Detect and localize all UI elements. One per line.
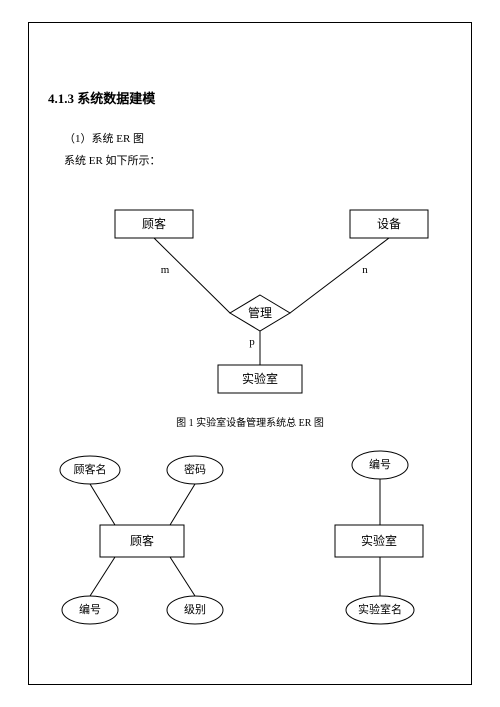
d2-edge-name <box>90 484 115 525</box>
edge-device-manage <box>290 238 389 313</box>
page-content: 4.1.3 系统数据建模 （1）系统 ER 图 系统 ER 如下所示： 顾客 设… <box>0 0 500 707</box>
node-customer-label: 顾客 <box>142 216 166 231</box>
d2-edge-level <box>170 557 195 596</box>
d2-attr-id-label: 编号 <box>79 602 101 616</box>
d2-edge-id <box>90 557 115 596</box>
d3-attr-name-label: 实验室名 <box>358 602 402 616</box>
d3-entity-label: 实验室 <box>361 533 397 548</box>
node-device-label: 设备 <box>377 217 401 231</box>
figure1-caption: 图 1 实验室设备管理系统总 ER 图 <box>0 414 500 429</box>
node-manage-label: 管理 <box>248 305 272 320</box>
d2-entity-label: 顾客 <box>130 533 154 548</box>
d2-edge-pwd <box>170 484 195 525</box>
node-lab-label: 实验室 <box>242 371 278 386</box>
edge-label-m: m <box>161 264 170 276</box>
d2-attr-name-label: 顾客名 <box>74 462 107 476</box>
er-diagrams-svg: 顾客 设备 管理 实验室 m n p 顾客名 密码 顾客 编号 级别 编号 <box>0 0 500 707</box>
edge-label-p: p <box>249 336 255 348</box>
d3-attr-id-label: 编号 <box>369 457 391 471</box>
d2-attr-level-label: 级别 <box>184 603 206 616</box>
d2-attr-pwd-label: 密码 <box>184 462 206 476</box>
edge-label-n: n <box>362 264 368 276</box>
